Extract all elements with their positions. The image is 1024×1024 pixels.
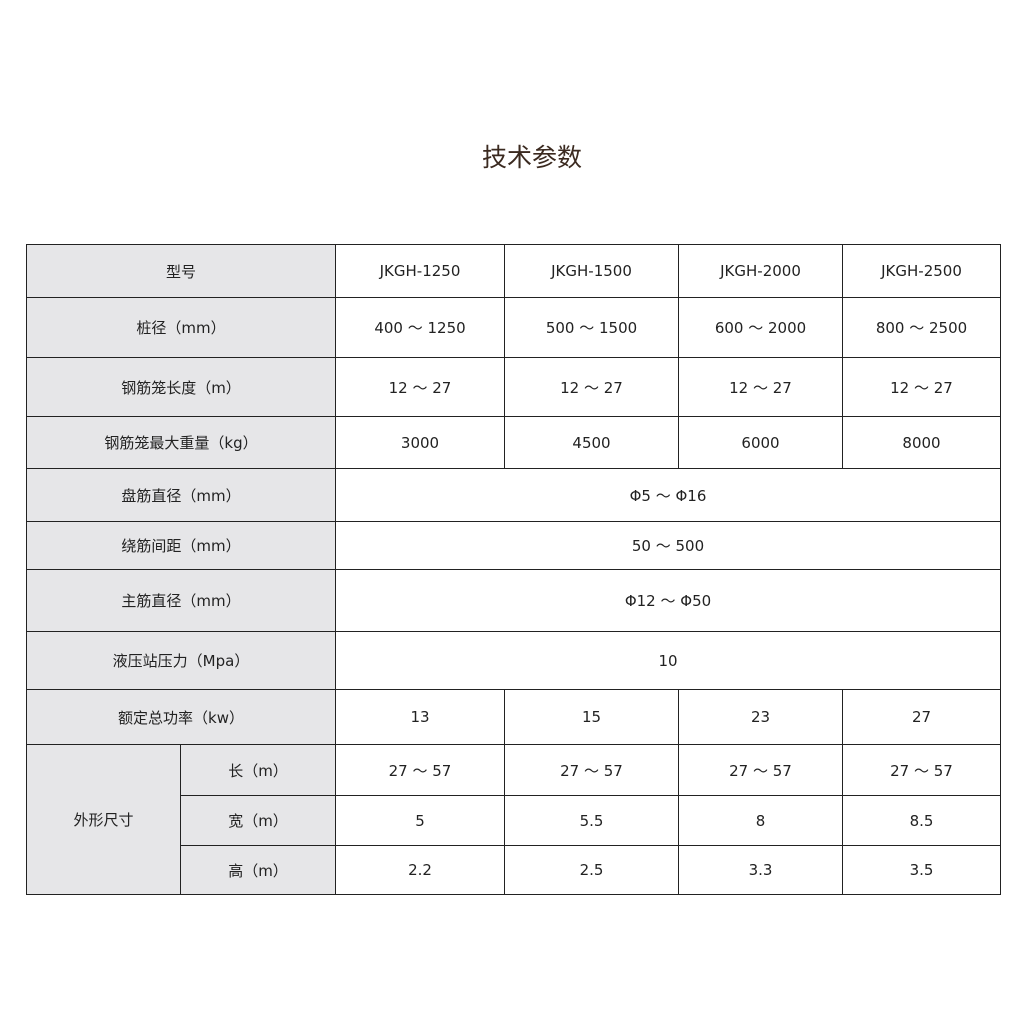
- cell: 23: [678, 689, 843, 745]
- cell: 8000: [842, 416, 1001, 469]
- cell: 27 ～ 57: [678, 744, 843, 796]
- cell: 5: [335, 795, 505, 846]
- cell: 5.5: [504, 795, 679, 846]
- row-label: 宽（m）: [180, 795, 336, 846]
- table-row: 钢筋笼长度（m） 12 ～ 27 12 ～ 27 12 ～ 27 12 ～ 27: [26, 357, 1001, 417]
- row-label: 型号: [26, 244, 336, 298]
- table-row: 液压站压力（Mpa） 10: [26, 631, 1001, 690]
- row-label: 液压站压力（Mpa）: [26, 631, 336, 690]
- table-row: 高（m） 2.2 2.5 3.3 3.5: [27, 845, 1001, 895]
- table-row: 宽（m） 5 5.5 8 8.5: [27, 795, 1001, 846]
- cell: 2.5: [504, 845, 679, 895]
- row-label: 长（m）: [180, 744, 336, 796]
- cell: 3.5: [842, 845, 1001, 895]
- cell: 27 ～ 57: [335, 744, 505, 796]
- row-label: 钢筋笼长度（m）: [26, 357, 336, 417]
- row-label: 主筋直径（mm）: [26, 569, 336, 632]
- cell: 15: [504, 689, 679, 745]
- model-cell: JKGH-2500: [842, 244, 1001, 298]
- table-row: 外形尺寸 长（m） 27 ～ 57 27 ～ 57 27 ～ 57 27 ～ 5…: [26, 744, 1001, 895]
- row-label: 高（m）: [180, 845, 336, 895]
- cell: 500 ～ 1500: [504, 297, 679, 358]
- model-cell: JKGH-2000: [678, 244, 843, 298]
- cell: 6000: [678, 416, 843, 469]
- row-label: 绕筋间距（mm）: [26, 521, 336, 570]
- table-row: 主筋直径（mm） Φ12 ～ Φ50: [26, 569, 1001, 632]
- cell: 4500: [504, 416, 679, 469]
- row-label: 桩径（mm）: [26, 297, 336, 358]
- group-label: 外形尺寸: [26, 744, 181, 895]
- cell: 27 ～ 57: [504, 744, 679, 796]
- cell: 3000: [335, 416, 505, 469]
- row-label: 额定总功率（kw）: [26, 689, 336, 745]
- cell: 12 ～ 27: [504, 357, 679, 417]
- row-label: 盘筋直径（mm）: [26, 468, 336, 522]
- table-row: 盘筋直径（mm） Φ5 ～ Φ16: [26, 468, 1001, 522]
- cell: 600 ～ 2000: [678, 297, 843, 358]
- table-row-model: 型号 JKGH-1250 JKGH-1500 JKGH-2000 JKGH-25…: [26, 244, 1001, 298]
- cell: 12 ～ 27: [335, 357, 505, 417]
- cell: 13: [335, 689, 505, 745]
- cell: 3.3: [678, 845, 843, 895]
- cell: 12 ～ 27: [678, 357, 843, 417]
- cell: 8: [678, 795, 843, 846]
- cell: 27 ～ 57: [842, 744, 1001, 796]
- cell: 2.2: [335, 845, 505, 895]
- cell: 27: [842, 689, 1001, 745]
- spec-table: 型号 JKGH-1250 JKGH-1500 JKGH-2000 JKGH-25…: [26, 244, 1001, 895]
- cell: 50 ～ 500: [335, 521, 1001, 570]
- table-row: 绕筋间距（mm） 50 ～ 500: [26, 521, 1001, 570]
- cell: Φ5 ～ Φ16: [335, 468, 1001, 522]
- model-cell: JKGH-1500: [504, 244, 679, 298]
- table-row: 额定总功率（kw） 13 15 23 27: [26, 689, 1001, 745]
- cell: Φ12 ～ Φ50: [335, 569, 1001, 632]
- cell: 12 ～ 27: [842, 357, 1001, 417]
- cell: 10: [335, 631, 1001, 690]
- cell: 800 ～ 2500: [842, 297, 1001, 358]
- page-title: 技术参数: [481, 143, 582, 172]
- model-cell: JKGH-1250: [335, 244, 505, 298]
- cell: 8.5: [842, 795, 1001, 846]
- row-label: 钢筋笼最大重量（kg）: [26, 416, 336, 469]
- table-row: 钢筋笼最大重量（kg） 3000 4500 6000 8000: [26, 416, 1001, 469]
- cell: 400 ～ 1250: [335, 297, 505, 358]
- table-row: 桩径（mm） 400 ～ 1250 500 ～ 1500 600 ～ 2000 …: [26, 297, 1001, 358]
